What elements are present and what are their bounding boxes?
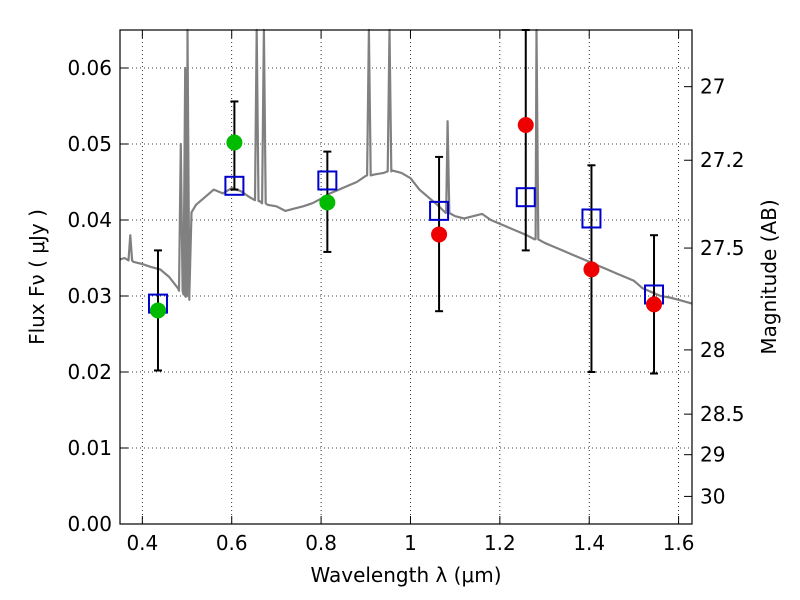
model-square-marker — [429, 200, 450, 221]
plot-frame — [119, 29, 693, 525]
right-tick-label: 29 — [700, 443, 725, 467]
y-tick-label: 0.00 — [67, 512, 112, 536]
y-tick-label: 0.06 — [67, 56, 112, 80]
y-tick-label: 0.05 — [67, 132, 112, 156]
model-square-marker — [515, 187, 536, 208]
right-tick-label: 30 — [700, 484, 725, 508]
errorbar-layer — [153, 29, 659, 375]
right-tick-label: 27.5 — [700, 236, 745, 260]
observed-point-marker — [583, 261, 600, 278]
observed-point-marker — [431, 226, 448, 243]
observed-point-marker — [646, 296, 663, 313]
observed-point-marker — [517, 117, 534, 133]
x-tick-label: 1.2 — [484, 531, 516, 555]
tick-layer: 0.4 0.6 0.8 1 1.2 1.4 1.6 0.00 0.01 0.02 0.03 0.04 0… — [67, 30, 745, 555]
y-axis-title: Flux Fν ( μJy ) — [25, 209, 49, 345]
model-square-marker — [317, 170, 338, 191]
marker-layer — [147, 117, 665, 319]
y-tick-label: 0.04 — [67, 208, 112, 232]
model-square-marker — [581, 208, 602, 229]
x-axis-title: Wavelength λ (μm) — [310, 563, 501, 587]
x-tick-label: 1.4 — [573, 531, 605, 555]
model-square-marker — [224, 175, 245, 196]
x-tick-label: 1 — [404, 531, 417, 555]
right-tick-label: 28.5 — [700, 402, 745, 426]
y-axis-right-title: Magnitude (AB) — [757, 199, 781, 354]
y-tick-label: 0.02 — [67, 360, 112, 384]
observed-point-marker — [319, 194, 336, 211]
right-tick-label: 27.2 — [700, 148, 745, 172]
x-tick-label: 1.6 — [663, 531, 695, 555]
spectrum-line — [119, 28, 693, 305]
x-tick-label: 0.4 — [126, 531, 158, 555]
right-tick-label: 28 — [700, 338, 725, 362]
y-tick-label: 0.01 — [67, 436, 112, 460]
observed-point-marker — [149, 302, 166, 319]
spectrum-layer — [119, 28, 693, 305]
y-tick-label: 0.03 — [67, 284, 112, 308]
x-tick-label: 0.6 — [216, 531, 248, 555]
observed-point-marker — [226, 134, 243, 151]
right-tick-label: 27 — [700, 75, 725, 99]
grid-layer — [120, 30, 692, 525]
x-tick-label: 0.8 — [305, 531, 337, 555]
